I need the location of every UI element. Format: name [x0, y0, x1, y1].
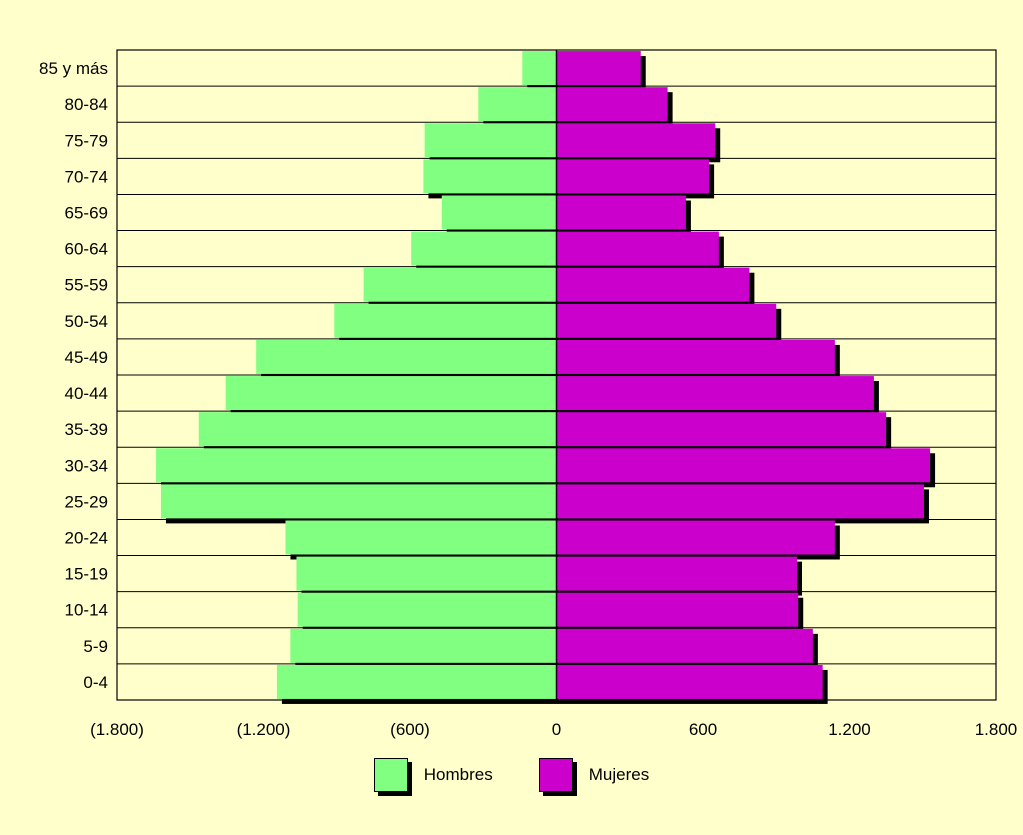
legend-swatch-mujeres — [538, 758, 573, 792]
legend-item-mujeres: Mujeres — [538, 758, 650, 792]
y-tick-label: 85 y más — [39, 59, 108, 78]
legend-label-hombres: Hombres — [423, 765, 493, 784]
legend-swatch-hombres — [373, 758, 408, 792]
bar-mujeres-45-49 — [556, 339, 835, 374]
bar-hombres-65-69 — [441, 195, 557, 230]
y-tick-label: 20-24 — [65, 529, 108, 548]
y-tick-label: 60-64 — [65, 240, 108, 259]
bar-mujeres-40-44 — [556, 376, 874, 411]
legend-item-hombres: Hombres — [373, 758, 493, 792]
y-tick-label: 55-59 — [65, 276, 108, 295]
x-tick-label: 600 — [689, 720, 717, 739]
bar-hombres-55-59 — [363, 267, 557, 302]
y-tick-label: 45-49 — [65, 348, 108, 367]
y-tick-label: 15-19 — [65, 565, 108, 584]
bar-mujeres-65-69 — [556, 195, 686, 230]
y-tick-label: 40-44 — [65, 384, 108, 403]
bar-hombres-35-39 — [198, 412, 557, 447]
bar-mujeres-80-84 — [556, 87, 668, 122]
bar-hombres-15-19 — [296, 556, 557, 591]
bar-hombres-10-14 — [297, 592, 557, 627]
y-tick-label: 75-79 — [65, 131, 108, 150]
x-tick-label: (1.200) — [237, 720, 291, 739]
bar-hombres-40-44 — [225, 376, 557, 411]
bar-mujeres-20-24 — [556, 520, 835, 555]
x-tick-label: 1.800 — [975, 720, 1018, 739]
y-tick-label: 0-4 — [83, 673, 108, 692]
bar-hombres-25-29 — [160, 484, 557, 519]
y-tick-label: 35-39 — [65, 420, 108, 439]
bar-mujeres-30-34 — [556, 448, 931, 483]
bar-mujeres-10-14 — [556, 592, 799, 627]
bar-hombres-60-64 — [411, 231, 557, 266]
bar-hombres-0-4 — [276, 664, 557, 699]
bar-hombres-85-y-más — [522, 51, 557, 86]
bar-hombres-80-84 — [478, 87, 557, 122]
y-tick-label: 50-54 — [65, 312, 108, 331]
bar-hombres-20-24 — [285, 520, 557, 555]
bar-hombres-45-49 — [256, 339, 557, 374]
population-pyramid-chart: 85 y más 80-84 75-79 70-74 65-69 60-64 55-59 50… — [39, 49, 1018, 739]
x-tick-label: 0 — [552, 720, 561, 739]
bar-mujeres-35-39 — [556, 412, 887, 447]
bar-hombres-70-74 — [423, 159, 557, 194]
bar-hombres-30-34 — [156, 448, 557, 483]
y-tick-label: 5-9 — [83, 637, 108, 656]
y-tick-label: 80-84 — [65, 95, 108, 114]
bar-mujeres-55-59 — [556, 267, 750, 302]
bar-hombres-75-79 — [424, 123, 557, 158]
bar-mujeres-50-54 — [556, 303, 777, 338]
x-tick-label: 1.200 — [828, 720, 871, 739]
y-tick-label: 70-74 — [65, 167, 108, 186]
bar-mujeres-85-y-más — [556, 51, 641, 86]
bar-mujeres-15-19 — [556, 556, 798, 591]
y-tick-label: 25-29 — [65, 492, 108, 511]
bar-mujeres-60-64 — [556, 231, 719, 266]
bar-mujeres-70-74 — [556, 159, 710, 194]
legend: Hombres Mujeres — [0, 750, 1023, 800]
bar-mujeres-75-79 — [556, 123, 716, 158]
y-tick-label: 65-69 — [65, 204, 108, 223]
y-tick-label: 10-14 — [65, 601, 108, 620]
x-tick-label: (600) — [390, 720, 430, 739]
bar-hombres-50-54 — [334, 303, 557, 338]
legend-label-mujeres: Mujeres — [588, 765, 650, 784]
bar-mujeres-5-9 — [556, 628, 813, 663]
bar-hombres-5-9 — [290, 628, 557, 663]
x-tick-label: (1.800) — [90, 720, 144, 739]
bar-mujeres-0-4 — [556, 664, 823, 699]
bar-mujeres-25-29 — [556, 484, 924, 519]
y-tick-label: 30-34 — [65, 456, 108, 475]
